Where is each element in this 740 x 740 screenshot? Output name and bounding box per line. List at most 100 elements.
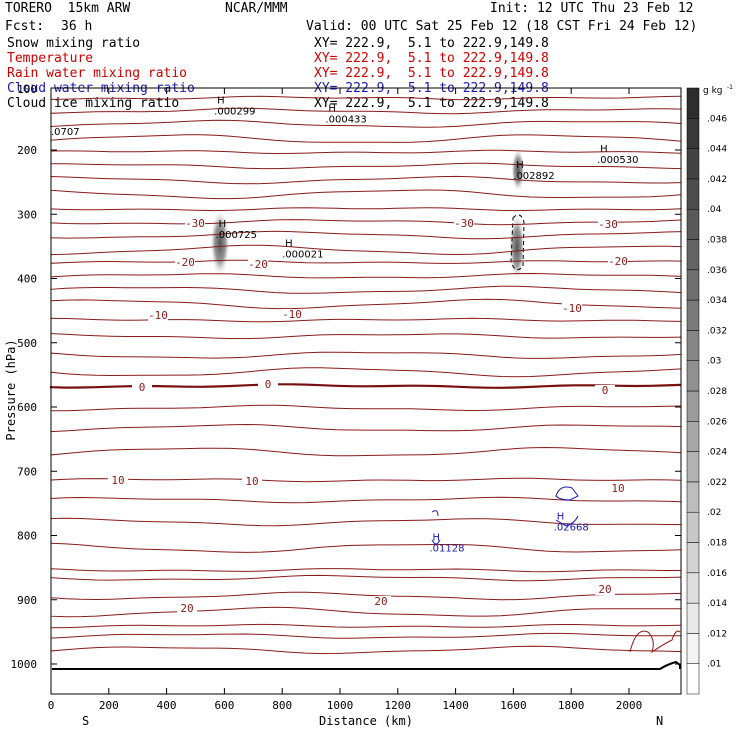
extremum-high-marker: H [285,238,293,249]
x-tick-label: 1800 [558,699,585,712]
valid-time: Valid: 00 UTC Sat 25 Feb 12 (18 CST Fri … [306,19,698,34]
x-tick-label: 200 [99,699,119,712]
colorbar-swatch [686,239,700,271]
model-name: TORERO 15km ARW [5,1,131,16]
colorbar-swatch [686,663,700,695]
colorbar-tick-label: .042 [707,175,727,185]
legend-xy: XY= 222.9, 5.1 to 222.9,149.8 [314,66,549,81]
isotherm-line [50,367,682,378]
isotherm-label: 20 [598,583,611,596]
colorbar-tick-label: .02 [707,508,721,518]
y-tick-label: 900 [17,594,37,607]
x-tick-label: 0 [48,699,55,712]
isotherm-line [50,568,681,573]
extremum-value: .02668 [554,522,589,533]
x-tick-label: 400 [157,699,177,712]
ice-contour [510,214,525,271]
isotherm-line [50,207,682,212]
isotherm-line [50,230,682,240]
isotherm-label: -30 [598,218,618,231]
isotherm-label: -20 [608,255,628,268]
isotherm-line [50,134,682,143]
isotherm-label: -30 [185,217,205,230]
org-name: NCAR/MMM [225,1,288,16]
colorbar-swatch [686,118,700,149]
colorbar-swatch [686,511,700,543]
isotherm-line [50,244,682,256]
extremum-high-marker: H [219,219,227,230]
x-tick-label: 2000 [616,699,643,712]
isotherm-label: 0 [265,378,272,391]
extremum-high-marker: H [328,103,336,114]
x-tick-label: 1400 [442,699,469,712]
isotherm-label: 0 [602,384,609,397]
terrain-contour [629,630,681,654]
extremum-value: .01128 [429,544,464,555]
colorbar-tick-label: .036 [707,266,727,276]
isotherm-label: -30 [454,217,474,230]
isotherm-line [50,333,682,340]
isotherm-line [50,95,682,101]
colorbar-swatch [686,148,700,180]
cloud-water-contour [555,486,579,501]
south-label: S [82,714,89,728]
isotherm-label: -10 [562,302,582,315]
y-tick-label: 300 [17,208,37,221]
isotherm-label: 10 [245,475,258,488]
colorbar-swatch [686,360,700,392]
colorbar-swatch [686,602,700,634]
colorbar-swatch [686,390,700,422]
isotherm-line [50,517,682,527]
cloud-water-contour [555,515,579,527]
y-tick-label: 400 [17,273,37,286]
y-tick-label: 500 [17,337,37,350]
extremum-high-marker: H [516,160,524,171]
y-tick-label: 800 [17,530,37,543]
colorbar-swatch [686,299,700,331]
extremum-value: .002892 [513,171,554,182]
colorbar-unit: g kg [703,86,723,96]
forecast-label: Fcst: [5,19,45,34]
colorbar-tick-label: .012 [707,629,727,639]
extremum-high-marker: H [432,533,440,544]
cloud-water-contour [431,539,441,545]
isotherm-line [50,645,682,655]
colorbar-tick-label: .038 [707,236,727,246]
edge-value-label: .0707 [51,127,80,138]
isotherm-line [50,272,682,279]
colorbar-swatch [686,269,700,301]
extremum-high-marker: H [557,511,565,522]
isotherm-label: 0 [139,381,146,394]
isotherm-line [50,285,682,294]
isotherm-line [50,423,682,433]
x-tick-label: 1000 [327,699,354,712]
x-axis-title: Distance (km) [319,714,413,728]
legend-label: Rain water mixing ratio [7,66,188,81]
colorbar: .01 .012 .014 .016 .018 .02 .022 .024 .026 .028 .0… [686,87,727,695]
extremum-value: .000299 [214,107,255,118]
colorbar-swatch [686,633,700,664]
colorbar-tick-label: .016 [707,569,727,579]
x-tick-label: 1600 [500,699,527,712]
colorbar-tick-label: .03 [707,357,721,367]
isotherm-label: 20 [374,595,387,608]
forecast-hour: 36 h [61,19,93,34]
legend-xy: XY= 222.9, 5.1 to 222.9,149.8 [314,51,549,66]
y-tick-label: 1000 [11,658,38,671]
colorbar-tick-label: .046 [707,114,727,124]
isotherm-line [50,542,682,553]
extremum-value: .000433 [325,114,366,125]
isotherm-line [50,496,682,504]
colorbar-swatch [686,451,700,483]
isotherm-line [50,162,682,170]
isotherm-line [50,591,682,601]
colorbar-tick-label: .022 [707,478,727,488]
isotherm-label: 20 [180,602,193,615]
isotherm-line [50,623,682,629]
legend-label: Snow mixing ratio [7,36,141,51]
x-tick-label: 800 [272,699,292,712]
colorbar-unit-exponent: -1 [727,84,733,91]
extremum-value: .000530 [597,155,638,166]
extremum-high-marker: H [217,96,225,107]
